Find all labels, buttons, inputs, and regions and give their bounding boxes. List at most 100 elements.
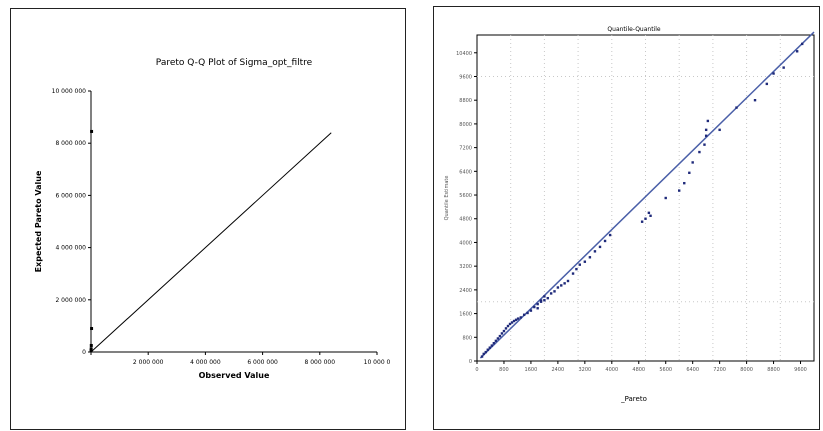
data-point (782, 66, 785, 69)
data-point (89, 343, 93, 347)
data-point (608, 233, 612, 237)
x-axis-label: _Pareto (620, 395, 647, 403)
y-tick-label: 8000 (459, 122, 472, 128)
data-point (553, 290, 556, 293)
data-point (514, 318, 518, 322)
data-point (533, 305, 536, 309)
data-point (510, 321, 514, 324)
pareto-qq-chart: Pareto Q-Q Plot of Sigma_opt_filtre 2 000… (34, 58, 391, 380)
data-point (563, 282, 566, 285)
data-point (556, 286, 560, 289)
data-point (526, 311, 529, 315)
data-point (678, 189, 681, 192)
data-point (598, 245, 602, 249)
data-point (593, 250, 597, 253)
data-point (539, 299, 543, 302)
data-point (498, 334, 502, 338)
data-point (706, 119, 710, 123)
data-point (683, 181, 686, 185)
data-point (575, 267, 578, 271)
data-point (735, 106, 738, 109)
data-point (486, 348, 489, 351)
data-point (688, 171, 691, 175)
data-point (482, 352, 485, 356)
data-point (89, 349, 93, 353)
x-tick-label: 8000 (740, 367, 753, 373)
y-tick-label: 6400 (459, 169, 472, 175)
x-tick-label: 4 000 000 (190, 359, 221, 366)
data-point (90, 129, 94, 133)
data-point (504, 327, 508, 330)
data-point (718, 128, 721, 132)
x-tick-label: 0 (475, 367, 478, 373)
y-tick-label: 2400 (459, 288, 472, 294)
y-tick-label: 4 000 000 (55, 245, 86, 252)
quantile-quantile-panel: Quantile-Quantile 0 800 1600 2400 3200 4000 480… (433, 6, 820, 430)
y-tick-label: 2 000 000 (55, 297, 86, 304)
data-point (649, 214, 652, 217)
y-tick-label: 10400 (456, 51, 472, 57)
data-point (543, 299, 546, 302)
data-point (583, 260, 587, 263)
x-tick-label: 1600 (525, 367, 538, 373)
x-tick-label: 4000 (605, 367, 618, 373)
x-tick-label: 6400 (686, 367, 699, 373)
data-point (753, 99, 757, 102)
data-point (704, 134, 708, 137)
x-tick-label: 9600 (794, 367, 807, 373)
x-axis-label: Observed Value (199, 371, 270, 380)
y-axis-label: Expected Pareto Value (34, 170, 43, 272)
data-point (664, 196, 667, 200)
data-point (529, 309, 533, 312)
x-tick-label: 4800 (632, 367, 645, 373)
y-tick-label: 10 000 000 (52, 88, 87, 95)
y-tick-label: 7200 (459, 146, 472, 152)
data-point (566, 279, 570, 283)
data-point (801, 42, 804, 46)
y-tick-label: 0 (469, 359, 472, 365)
quantile-quantile-chart: Quantile-Quantile 0 800 1600 2400 3200 4000 480… (444, 26, 815, 403)
y-tick-label: 8800 (459, 98, 472, 104)
data-point (560, 284, 563, 287)
data-point (647, 211, 651, 215)
data-point (512, 319, 516, 323)
reference-line (90, 132, 332, 353)
y-tick-label: 4800 (459, 217, 472, 223)
data-point (640, 220, 644, 223)
data-point (90, 327, 94, 331)
data-point (536, 307, 539, 310)
data-point (795, 50, 799, 53)
data-point (571, 272, 575, 275)
data-point (644, 217, 647, 220)
x-tick-label: 10 000 0 (364, 359, 391, 366)
data-point (703, 143, 706, 146)
data-point (502, 329, 506, 333)
data-point (519, 316, 523, 319)
data-point (492, 342, 496, 345)
y-tick-label: 800 (462, 335, 472, 341)
data-point (603, 239, 607, 243)
pareto-qq-panel: Pareto Q-Q Plot of Sigma_opt_filtre 2 000… (10, 8, 406, 430)
data-point (588, 256, 592, 259)
data-point (490, 344, 494, 347)
data-point (772, 72, 775, 75)
x-tick-label: 2 000 000 (133, 359, 164, 366)
x-tick-label: 3200 (578, 367, 591, 373)
data-point (536, 302, 539, 306)
y-tick-label: 6 000 000 (55, 192, 86, 199)
y-tick-label: 5600 (459, 193, 472, 199)
y-tick-label: 4000 (459, 240, 472, 246)
x-tick-label: 5600 (659, 367, 672, 373)
x-tick-label: 6 000 000 (247, 359, 278, 366)
data-point (496, 337, 500, 340)
x-tick-label: 8 000 000 (305, 359, 336, 366)
reference-line (479, 31, 815, 359)
data-point (500, 332, 504, 335)
data-point (578, 263, 581, 266)
data-point (508, 322, 512, 326)
data-point (543, 295, 546, 298)
data-point (522, 313, 526, 316)
data-point (546, 296, 549, 300)
y-tick-label: 3200 (459, 264, 472, 270)
y-tick-label: 8 000 000 (55, 140, 86, 147)
